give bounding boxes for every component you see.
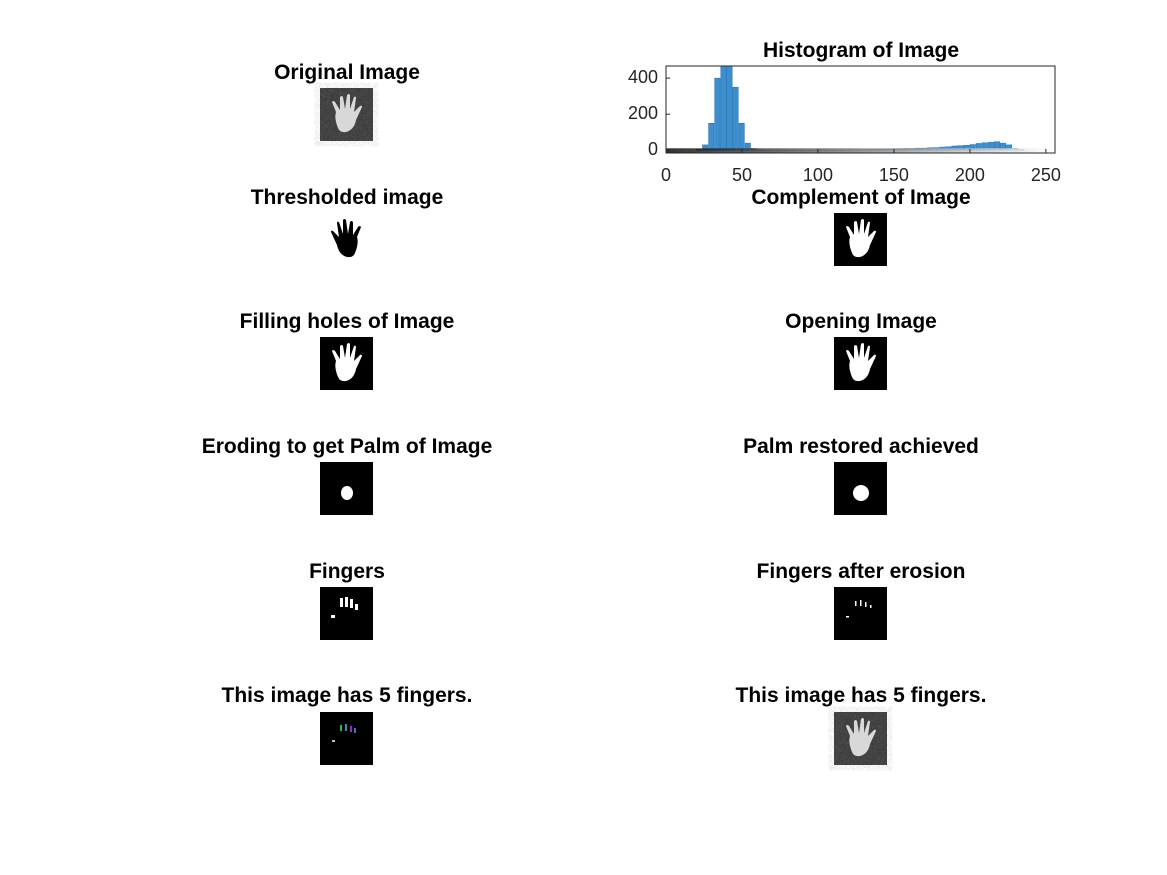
image: [331, 219, 361, 258]
bar: [732, 86, 739, 151]
x-tick-label: 250: [1031, 165, 1061, 185]
y-tick-label: 200: [628, 103, 658, 123]
bar: [714, 77, 721, 151]
image: [834, 337, 887, 390]
panel-title: Thresholded image: [251, 186, 444, 209]
panel-title: This image has 5 fingers.: [222, 684, 473, 707]
panel-title: Complement of Image: [751, 186, 970, 209]
histogram: 0 200 400 0 50 100 150 200 250: [628, 65, 1061, 185]
panel-title: Filling holes of Image: [240, 310, 455, 333]
bar: [708, 123, 715, 151]
image: [834, 462, 887, 515]
panel-title: Original Image: [274, 61, 420, 84]
y-tick-label: 0: [648, 139, 658, 159]
bar: [720, 66, 727, 151]
bar: [726, 66, 733, 151]
x-tick-label: 0: [661, 165, 671, 185]
colorbar: [666, 148, 1055, 153]
image: [834, 213, 887, 266]
panel-title: Fingers: [309, 560, 385, 583]
panel-title: Palm restored achieved: [743, 435, 979, 458]
panel-title: Fingers after erosion: [757, 560, 966, 583]
x-tick-label: 100: [803, 165, 833, 185]
panel-title: Eroding to get Palm of Image: [202, 435, 493, 458]
y-tick-label: 400: [628, 67, 658, 87]
bars: [696, 66, 1025, 151]
x-tick-label: 200: [955, 165, 985, 185]
bar: [738, 123, 745, 151]
chart-title: Histogram of Image: [763, 39, 959, 62]
axes-box: [665, 65, 1056, 154]
image: [320, 587, 373, 640]
image: [320, 337, 373, 390]
image: [834, 587, 887, 640]
panel-title: Opening Image: [785, 310, 937, 333]
image: [834, 712, 887, 765]
image: [320, 88, 373, 141]
panel-title: This image has 5 fingers.: [736, 684, 987, 707]
image: [320, 462, 373, 515]
image: [320, 712, 373, 765]
x-tick-label: 150: [879, 165, 909, 185]
x-tick-label: 50: [732, 165, 752, 185]
